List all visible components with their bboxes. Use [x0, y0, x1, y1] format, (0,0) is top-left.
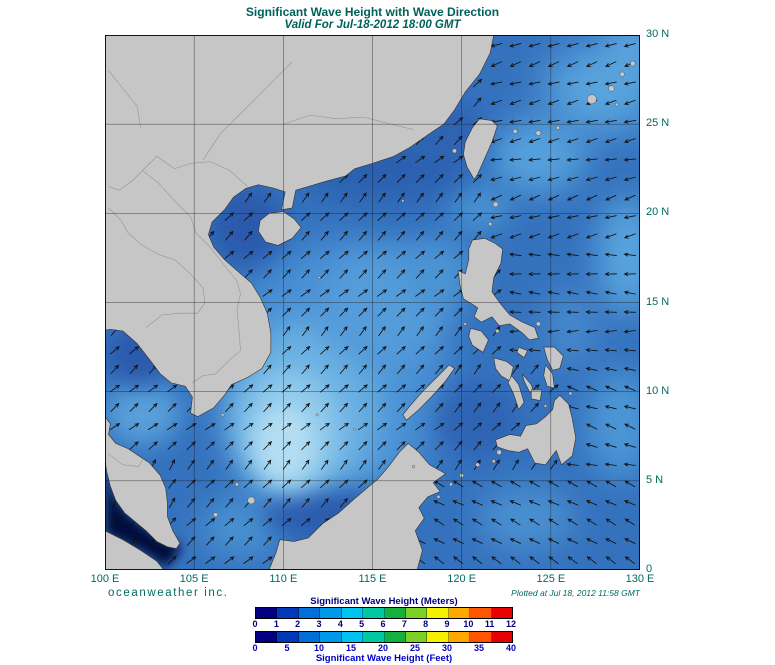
map-canvas	[105, 35, 640, 570]
colorbar-tick-label: 11	[484, 619, 495, 629]
colorbar-segment	[491, 632, 513, 642]
x-axis-label: 110 E	[269, 573, 298, 585]
y-axis-label: 0	[646, 563, 653, 575]
colorbar-title-feet: Significant Wave Height (Feet)	[315, 653, 453, 664]
landmass-negros	[507, 375, 525, 410]
landmass-luzon	[457, 237, 539, 341]
landmass-borneo	[268, 443, 446, 570]
landmass-bohol	[530, 389, 543, 401]
colorbar-tick-label: 5	[284, 643, 290, 653]
colorbar-tick-label: 9	[444, 619, 450, 629]
x-axis-label: 130 E	[625, 573, 655, 585]
colorbar-segment	[384, 632, 406, 642]
colorbar-segment	[298, 632, 321, 642]
colorbar-tick-label: 6	[380, 619, 386, 629]
colorbar-segment	[341, 632, 364, 642]
colorbar-segment	[256, 632, 278, 642]
colorbar-tick-label: 7	[401, 619, 407, 629]
oceanweather-brand-text: oceanweather inc.	[108, 587, 229, 599]
landmass-samar	[543, 346, 564, 371]
colorbar-segment	[470, 608, 492, 618]
colorbar-ticks-meters: 0 1 2 3 4 5 6 7 8 9 10 11 12	[252, 619, 517, 630]
colorbar-segment	[405, 632, 428, 642]
x-axis-label: 120 E	[447, 573, 477, 585]
colorbar-segment	[256, 608, 278, 618]
x-axis-label: 115 E	[358, 573, 387, 585]
colorbar-segment	[363, 632, 385, 642]
colorbar-tick-label: 10	[463, 619, 474, 629]
x-axis-label: 105 E	[179, 573, 209, 585]
y-axis-label: 30 N	[646, 28, 670, 40]
landmass-malay-peninsula	[105, 416, 181, 549]
chart-subtitle: Valid For Jul-18-2012 18:00 GMT	[284, 19, 461, 31]
colorbar-segment	[363, 608, 385, 618]
colorbar-title-meters: Significant Wave Height (Meters)	[310, 596, 458, 607]
colorbar-meters	[255, 607, 513, 619]
colorbar-segment	[405, 608, 428, 618]
colorbar-tick-label: 20	[377, 643, 389, 653]
chart-title: Significant Wave Height with Wave Direct…	[245, 5, 500, 19]
colorbar-tick-label: 35	[473, 643, 485, 653]
landmass-palawan	[402, 364, 455, 421]
colorbar-tick-label: 0	[252, 619, 258, 629]
colorbar-tick-label: 40	[505, 643, 517, 653]
colorbar-segment	[320, 632, 342, 642]
x-axis-label: 125 E	[536, 573, 566, 585]
colorbar-segment	[448, 608, 471, 618]
colorbar-ticks-feet: 0 5 10 15 20 25 30 35 40	[252, 643, 517, 654]
landmass-asia-mainland	[105, 35, 495, 417]
wave-direction-arrows	[109, 43, 636, 565]
colorbar-tick-label: 10	[313, 643, 325, 653]
colorbar-tick-label: 30	[441, 643, 453, 653]
colorbar-segment	[427, 632, 449, 642]
colorbar-tick-label: 15	[345, 643, 357, 653]
x-axis-label: 100 E	[90, 573, 120, 585]
landmass-mindanao	[495, 394, 577, 466]
y-axis-label: 25 N	[646, 117, 670, 130]
colorbar-segment	[470, 632, 492, 642]
landmasses	[105, 35, 636, 570]
colorbar-tick-label: 8	[423, 619, 429, 629]
colorbar-tick-label: 4	[337, 619, 343, 629]
colorbar-segment	[448, 632, 471, 642]
colorbar-tick-label: 1	[273, 619, 279, 629]
plotted-timestamp: Plotted at Jul 18, 2012 11:58 GMT	[511, 588, 640, 598]
graticule	[105, 35, 640, 570]
y-axis-label: 10 N	[646, 384, 670, 397]
colorbar-tick-label: 25	[409, 643, 421, 653]
colorbar-tick-label: 5	[359, 619, 365, 629]
y-axis-label: 5 N	[646, 473, 664, 486]
colorbar-tick-label: 2	[295, 619, 301, 629]
country-borders	[108, 61, 414, 467]
colorbar-segment	[298, 608, 321, 618]
landmass-masbate	[516, 346, 528, 359]
colorbar-segment	[341, 608, 364, 618]
colorbar-tick-label: 12	[505, 619, 517, 629]
colorbar-segment	[277, 608, 299, 618]
landmass-sumatra	[105, 530, 165, 570]
landmass-hainan	[258, 211, 302, 246]
colorbar-feet	[255, 631, 513, 643]
colorbar-tick-label: 3	[316, 619, 322, 629]
y-axis-label: 20 N	[646, 206, 670, 219]
colorbar-segment	[384, 608, 406, 618]
colorbar-segment	[491, 608, 513, 618]
colorbar-segment	[277, 632, 299, 642]
colorbar-tick-label: 0	[252, 643, 258, 653]
colorbar-segment	[427, 608, 449, 618]
y-axis-label: 15 N	[646, 295, 670, 308]
landmass-taiwan	[463, 118, 498, 180]
colorbar-segment	[320, 608, 342, 618]
landmass-mindoro	[468, 328, 489, 353]
